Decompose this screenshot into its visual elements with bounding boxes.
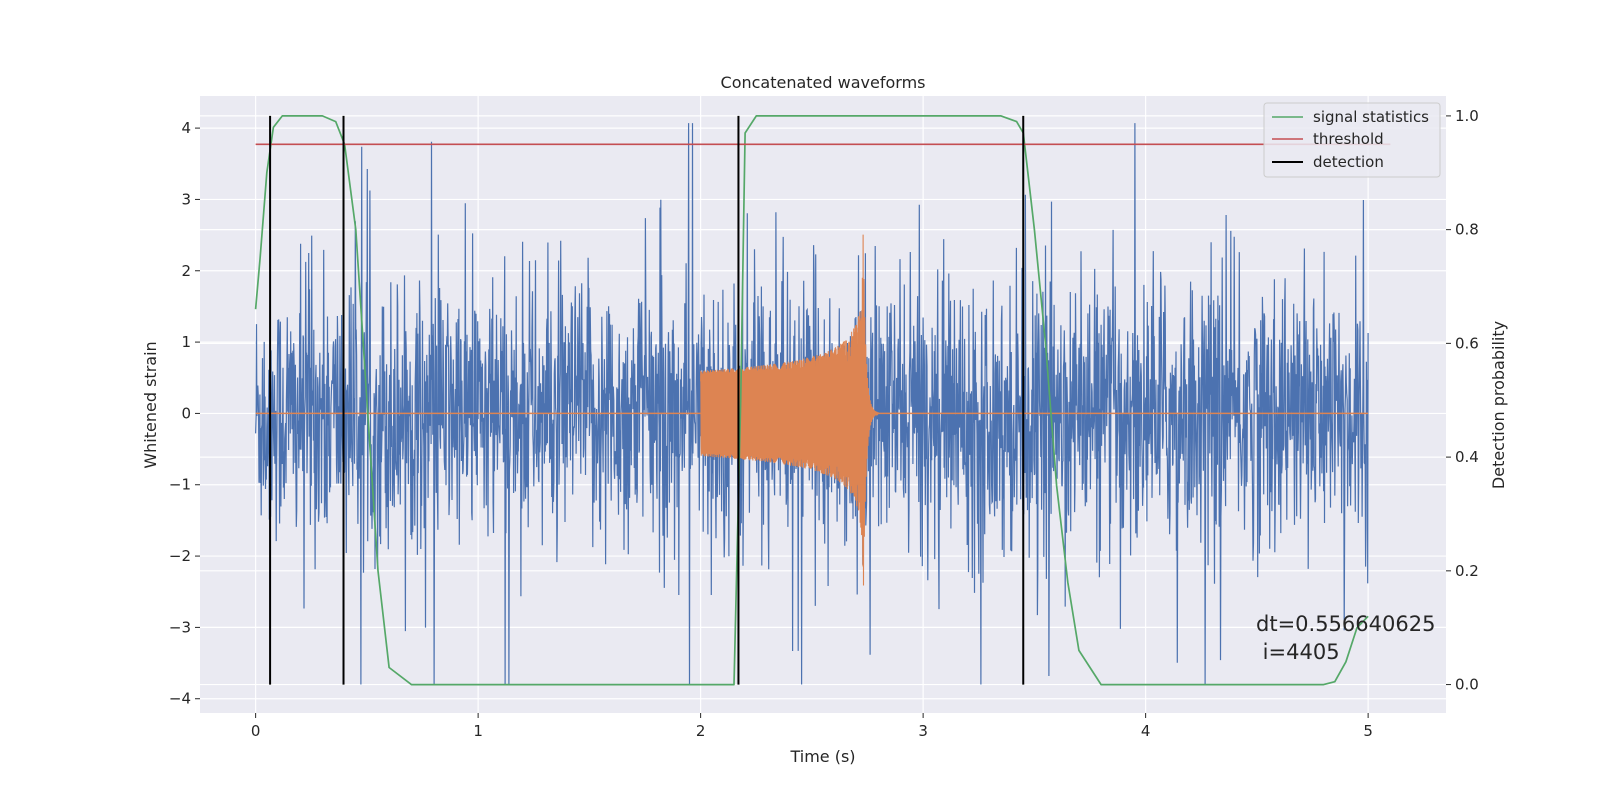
x-tick-label: 4 (1141, 722, 1151, 740)
legend: signal statistics threshold detection (1263, 102, 1441, 178)
y2-tick-label: 0.0 (1455, 676, 1479, 694)
annotation-i: i=4405 (1256, 640, 1340, 664)
y2-tick-label: 1.0 (1455, 107, 1479, 125)
waveform-line (700, 234, 880, 586)
y2-tick-label: 0.2 (1455, 562, 1479, 580)
axis-ticks: 0 1 2 3 4 5 −4 −3 −2 −1 0 1 2 3 4 0.0 0.2 0.4 0.6 0.8 1.0 (169, 107, 1479, 740)
y-tick-label: 3 (181, 190, 191, 208)
chart-title: Concatenated waveforms (721, 73, 926, 92)
y-tick-label: −1 (169, 476, 191, 494)
x-tick-label: 0 (251, 722, 261, 740)
y2-tick-label: 0.8 (1455, 221, 1479, 239)
x-tick-label: 1 (473, 722, 483, 740)
y-tick-label: 0 (181, 404, 191, 422)
y-axis-label: Whitened strain (141, 341, 160, 468)
waveform-series (255, 234, 1369, 586)
signal-statistics-series (254, 115, 1369, 686)
legend-label-threshold: threshold (1313, 130, 1384, 148)
y-tick-label: 2 (181, 262, 191, 280)
legend-label-signal-statistics: signal statistics (1313, 108, 1429, 126)
y-tick-label: −4 (169, 690, 191, 708)
annotation-dt: dt=0.556640625 (1256, 612, 1435, 636)
y2-tick-label: 0.6 (1455, 334, 1479, 352)
x-tick-label: 2 (696, 722, 706, 740)
y2-tick-label: 0.4 (1455, 448, 1479, 466)
y-tick-label: −2 (169, 547, 191, 565)
y-tick-label: 1 (181, 333, 191, 351)
x-axis-label: Time (s) (789, 747, 855, 766)
legend-box (1263, 102, 1441, 178)
detection-series (269, 115, 1025, 685)
signal-statistics-line (254, 115, 1369, 686)
x-tick-label: 3 (918, 722, 928, 740)
y2-axis-label: Detection probability (1489, 321, 1508, 489)
y-tick-label: 4 (181, 119, 191, 137)
y-tick-label: −3 (169, 618, 191, 636)
legend-label-detection: detection (1313, 153, 1384, 171)
x-tick-label: 5 (1363, 722, 1373, 740)
